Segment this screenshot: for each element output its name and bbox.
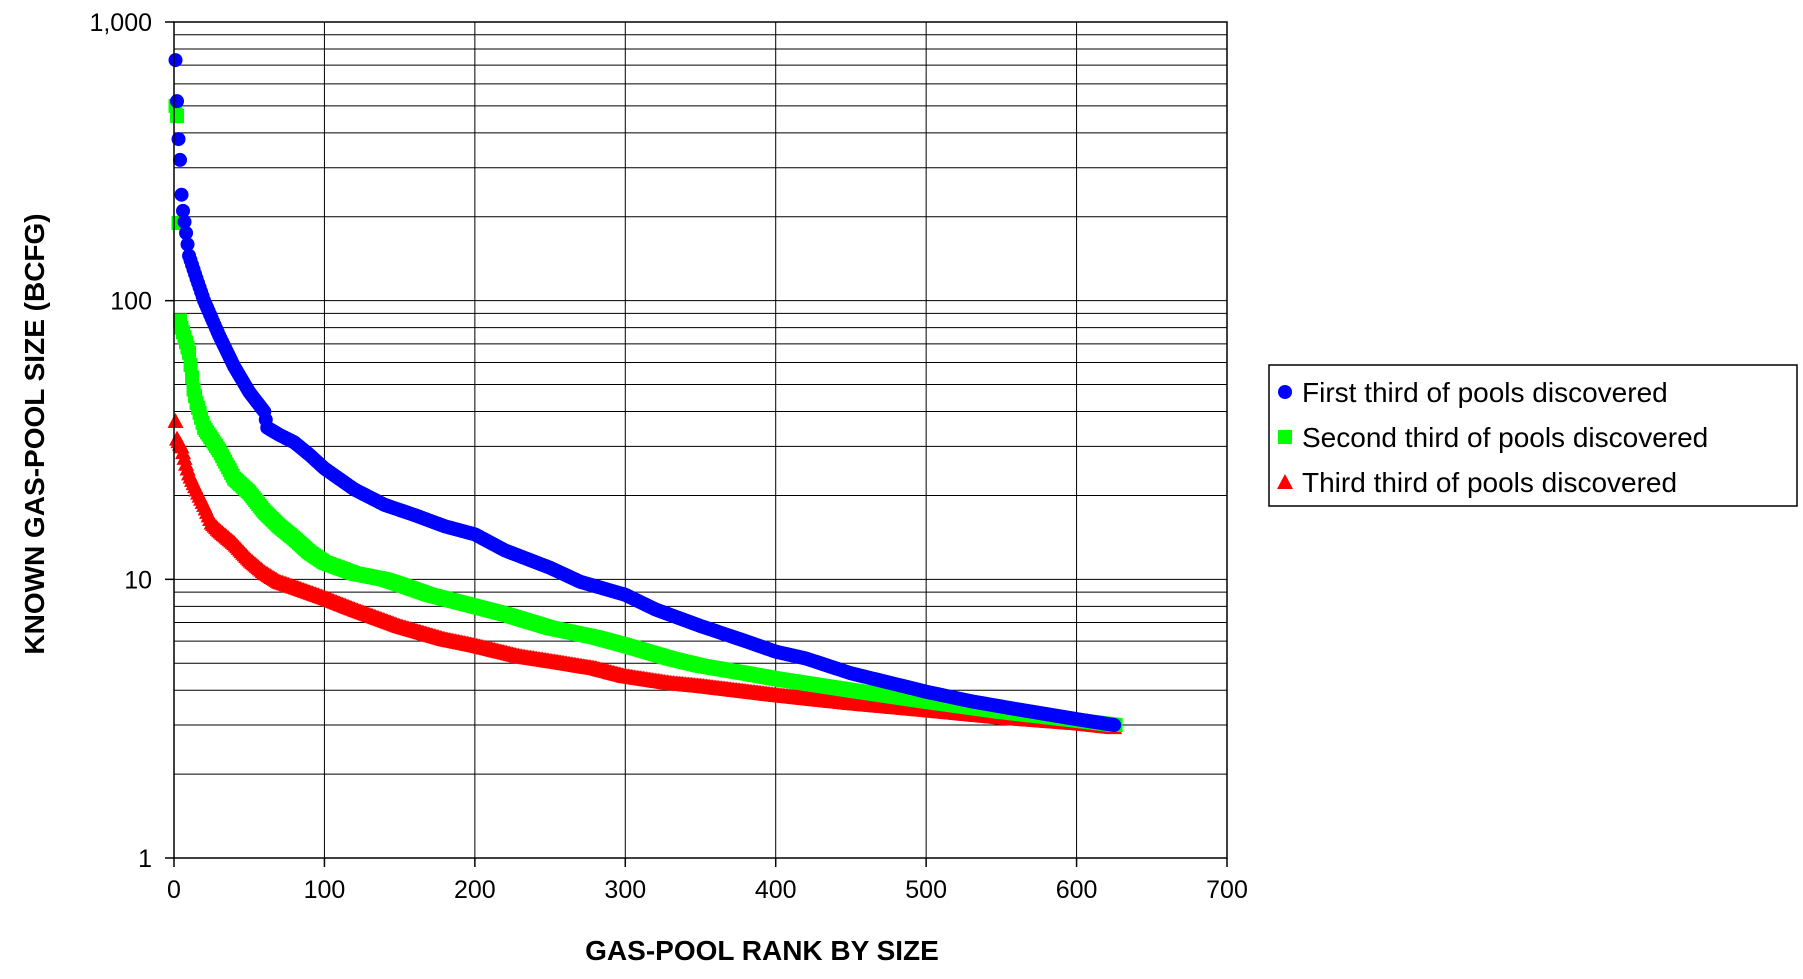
legend: First third of pools discovered Second th… <box>1268 364 1798 507</box>
y-tick-label: 1,000 <box>89 9 152 37</box>
data-point <box>185 370 200 385</box>
legend-box <box>1268 364 1798 507</box>
legend-marker <box>1278 385 1292 399</box>
data-point <box>168 53 183 68</box>
data-point <box>173 152 188 167</box>
legend-label: Second third of pools discovered <box>1302 422 1708 453</box>
legend-label: Third third of pools discovered <box>1302 467 1677 498</box>
x-tick-label: 500 <box>905 876 947 904</box>
data-point <box>167 412 184 428</box>
axis-ticks: 0 100 200 300 400 500 600 700 1 10 100 1,000 <box>89 9 1247 904</box>
y-tick-label: 1 <box>138 845 152 873</box>
data-point <box>170 108 185 123</box>
x-axis-title: GAS-POOL RANK BY SIZE <box>585 935 939 966</box>
data-point <box>179 225 194 240</box>
series-square <box>168 98 1123 733</box>
series-triangle <box>167 412 1123 735</box>
legend-marker <box>1278 430 1292 444</box>
data-point <box>177 214 192 229</box>
x-tick-label: 100 <box>304 876 346 904</box>
x-tick-label: 600 <box>1056 876 1098 904</box>
data-point <box>1107 718 1122 733</box>
x-tick-label: 200 <box>454 876 496 904</box>
data-point <box>180 237 195 252</box>
y-tick-label: 100 <box>110 288 152 316</box>
x-tick-label: 700 <box>1206 876 1248 904</box>
data-point <box>171 132 186 147</box>
y-tick-label: 10 <box>124 566 152 594</box>
data-point <box>182 345 197 360</box>
series-circle <box>168 53 1122 733</box>
data-point <box>183 358 198 373</box>
legend-marker <box>1277 474 1293 489</box>
x-tick-label: 400 <box>755 876 797 904</box>
data-point <box>170 94 185 109</box>
data-point <box>176 203 191 218</box>
x-tick-label: 300 <box>604 876 646 904</box>
plot-area-frame <box>173 21 1228 859</box>
data-point <box>174 187 189 202</box>
gridlines <box>173 22 1228 858</box>
legend-label: First third of pools discovered <box>1302 377 1668 408</box>
data-series <box>167 53 1123 735</box>
y-axis-title: KNOWN GAS-POOL SIZE (BCFG) <box>19 213 50 654</box>
x-tick-label: 0 <box>167 876 181 904</box>
